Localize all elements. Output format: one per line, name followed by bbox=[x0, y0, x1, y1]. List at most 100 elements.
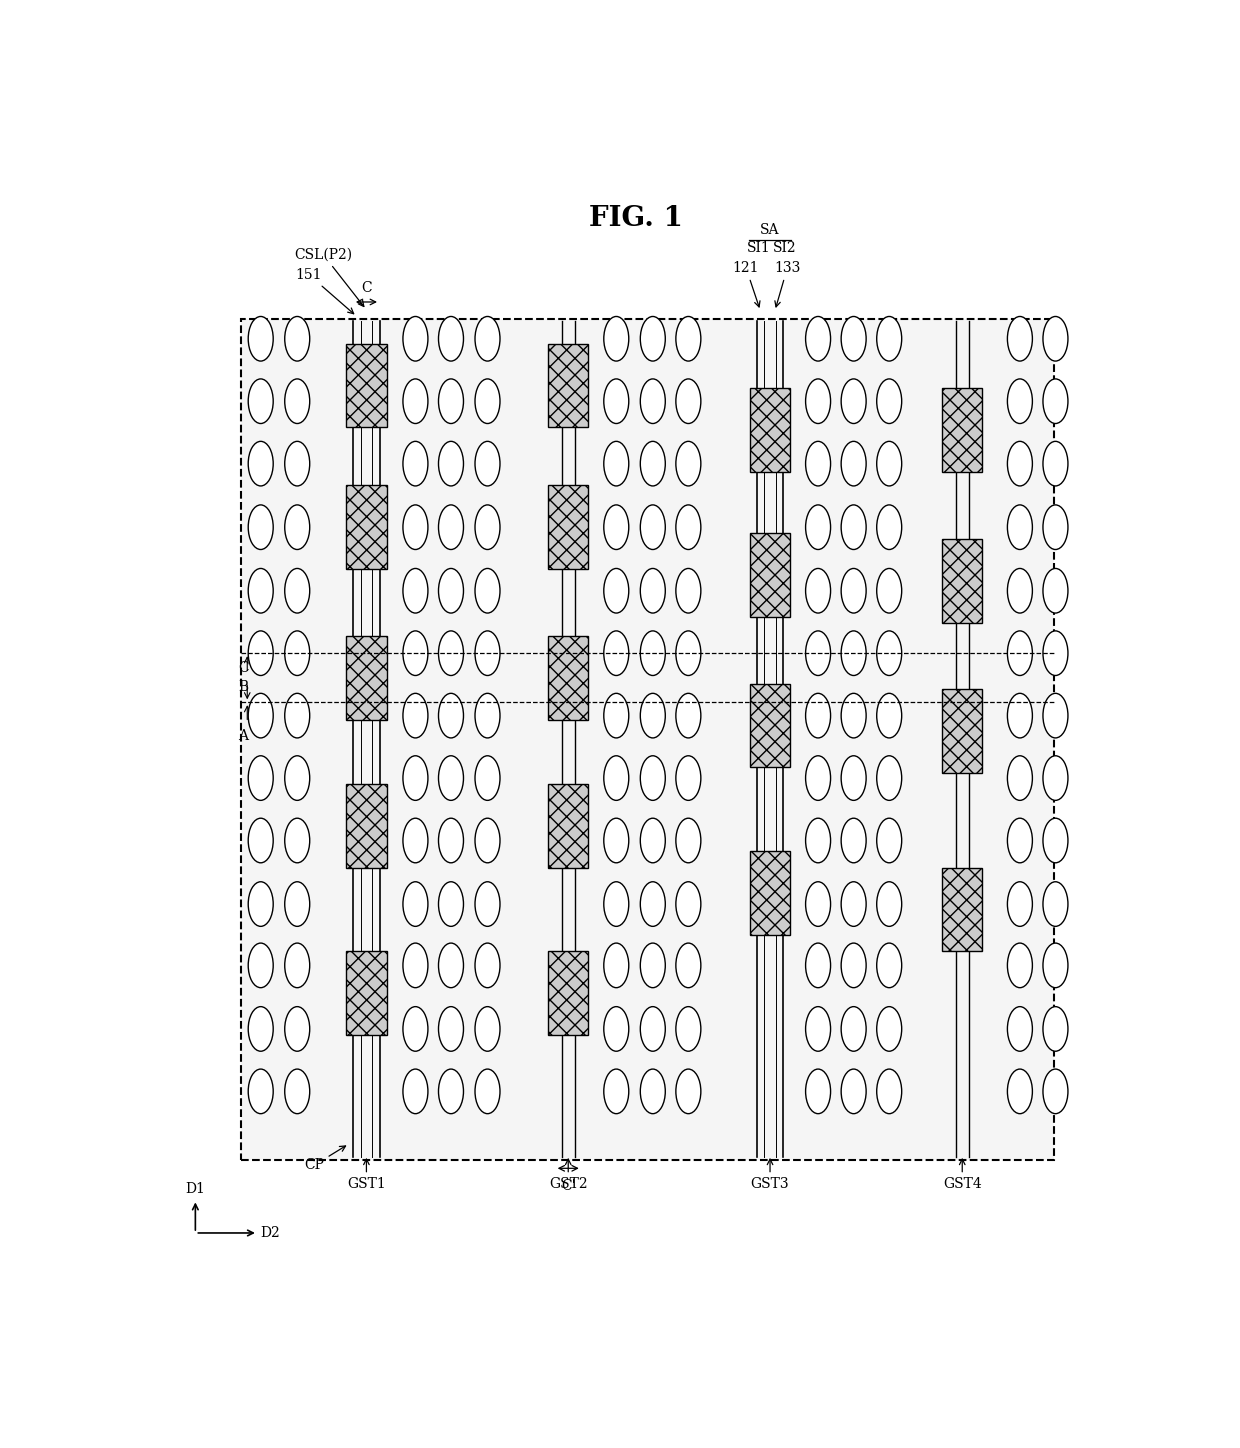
Ellipse shape bbox=[403, 569, 428, 613]
Ellipse shape bbox=[439, 818, 464, 863]
Ellipse shape bbox=[1043, 505, 1068, 549]
Ellipse shape bbox=[403, 1006, 428, 1051]
Ellipse shape bbox=[841, 317, 866, 361]
Text: 133: 133 bbox=[774, 261, 801, 307]
Ellipse shape bbox=[806, 943, 831, 988]
Ellipse shape bbox=[285, 631, 310, 676]
Ellipse shape bbox=[475, 569, 500, 613]
Ellipse shape bbox=[475, 505, 500, 549]
Ellipse shape bbox=[1043, 631, 1068, 676]
Text: C: C bbox=[238, 662, 249, 675]
Ellipse shape bbox=[676, 631, 701, 676]
Ellipse shape bbox=[439, 1006, 464, 1051]
Ellipse shape bbox=[806, 1006, 831, 1051]
Ellipse shape bbox=[475, 442, 500, 487]
Text: A': A' bbox=[559, 707, 573, 721]
Ellipse shape bbox=[1007, 317, 1033, 361]
Ellipse shape bbox=[1043, 1069, 1068, 1114]
Ellipse shape bbox=[877, 442, 901, 487]
Ellipse shape bbox=[604, 631, 629, 676]
Ellipse shape bbox=[403, 505, 428, 549]
Text: C': C' bbox=[560, 1180, 575, 1193]
Ellipse shape bbox=[475, 631, 500, 676]
Ellipse shape bbox=[248, 631, 273, 676]
Ellipse shape bbox=[285, 882, 310, 927]
Ellipse shape bbox=[806, 1069, 831, 1114]
Ellipse shape bbox=[640, 631, 666, 676]
Ellipse shape bbox=[248, 379, 273, 423]
Ellipse shape bbox=[248, 756, 273, 801]
Ellipse shape bbox=[640, 1006, 666, 1051]
Text: GST2: GST2 bbox=[549, 1158, 588, 1192]
Ellipse shape bbox=[403, 943, 428, 988]
Text: B': B' bbox=[559, 657, 574, 672]
Bar bbox=[750, 533, 790, 617]
Ellipse shape bbox=[1043, 882, 1068, 927]
Bar bbox=[346, 636, 387, 720]
Ellipse shape bbox=[877, 505, 901, 549]
Ellipse shape bbox=[640, 943, 666, 988]
Ellipse shape bbox=[285, 1006, 310, 1051]
Ellipse shape bbox=[640, 505, 666, 549]
Text: GST3: GST3 bbox=[750, 1158, 790, 1192]
Ellipse shape bbox=[676, 818, 701, 863]
Ellipse shape bbox=[248, 882, 273, 927]
Ellipse shape bbox=[806, 882, 831, 927]
Ellipse shape bbox=[806, 631, 831, 676]
Ellipse shape bbox=[1043, 379, 1068, 423]
Ellipse shape bbox=[439, 442, 464, 487]
Ellipse shape bbox=[676, 1069, 701, 1114]
Ellipse shape bbox=[841, 943, 866, 988]
Ellipse shape bbox=[403, 1069, 428, 1114]
Bar bbox=[942, 388, 982, 472]
Ellipse shape bbox=[1007, 818, 1033, 863]
Bar bbox=[548, 951, 589, 1035]
Ellipse shape bbox=[1007, 756, 1033, 801]
Ellipse shape bbox=[877, 1069, 901, 1114]
Ellipse shape bbox=[1007, 694, 1033, 738]
Ellipse shape bbox=[475, 882, 500, 927]
Ellipse shape bbox=[1007, 631, 1033, 676]
Ellipse shape bbox=[403, 379, 428, 423]
Ellipse shape bbox=[248, 442, 273, 487]
Ellipse shape bbox=[806, 379, 831, 423]
Ellipse shape bbox=[1007, 1006, 1033, 1051]
Ellipse shape bbox=[877, 379, 901, 423]
Ellipse shape bbox=[640, 379, 666, 423]
Ellipse shape bbox=[676, 442, 701, 487]
Ellipse shape bbox=[285, 569, 310, 613]
Ellipse shape bbox=[285, 943, 310, 988]
Ellipse shape bbox=[285, 694, 310, 738]
Text: D1: D1 bbox=[186, 1182, 206, 1196]
Text: GST1: GST1 bbox=[347, 1158, 386, 1192]
Ellipse shape bbox=[841, 379, 866, 423]
Ellipse shape bbox=[640, 317, 666, 361]
Bar bbox=[548, 485, 589, 569]
Ellipse shape bbox=[403, 882, 428, 927]
Bar bbox=[548, 636, 589, 720]
Bar bbox=[346, 785, 387, 867]
Ellipse shape bbox=[248, 694, 273, 738]
Ellipse shape bbox=[1043, 442, 1068, 487]
Ellipse shape bbox=[604, 442, 629, 487]
Bar bbox=[942, 867, 982, 951]
Ellipse shape bbox=[640, 882, 666, 927]
Ellipse shape bbox=[1007, 442, 1033, 487]
Ellipse shape bbox=[806, 569, 831, 613]
Ellipse shape bbox=[285, 1069, 310, 1114]
Ellipse shape bbox=[1007, 505, 1033, 549]
Ellipse shape bbox=[806, 756, 831, 801]
Ellipse shape bbox=[439, 1069, 464, 1114]
Ellipse shape bbox=[604, 505, 629, 549]
Bar bbox=[346, 343, 387, 427]
Text: 121: 121 bbox=[733, 261, 760, 307]
Ellipse shape bbox=[1043, 818, 1068, 863]
Ellipse shape bbox=[403, 317, 428, 361]
Ellipse shape bbox=[604, 317, 629, 361]
Ellipse shape bbox=[1007, 1069, 1033, 1114]
Ellipse shape bbox=[439, 505, 464, 549]
Ellipse shape bbox=[676, 943, 701, 988]
Ellipse shape bbox=[676, 694, 701, 738]
Ellipse shape bbox=[475, 1069, 500, 1114]
Ellipse shape bbox=[285, 379, 310, 423]
